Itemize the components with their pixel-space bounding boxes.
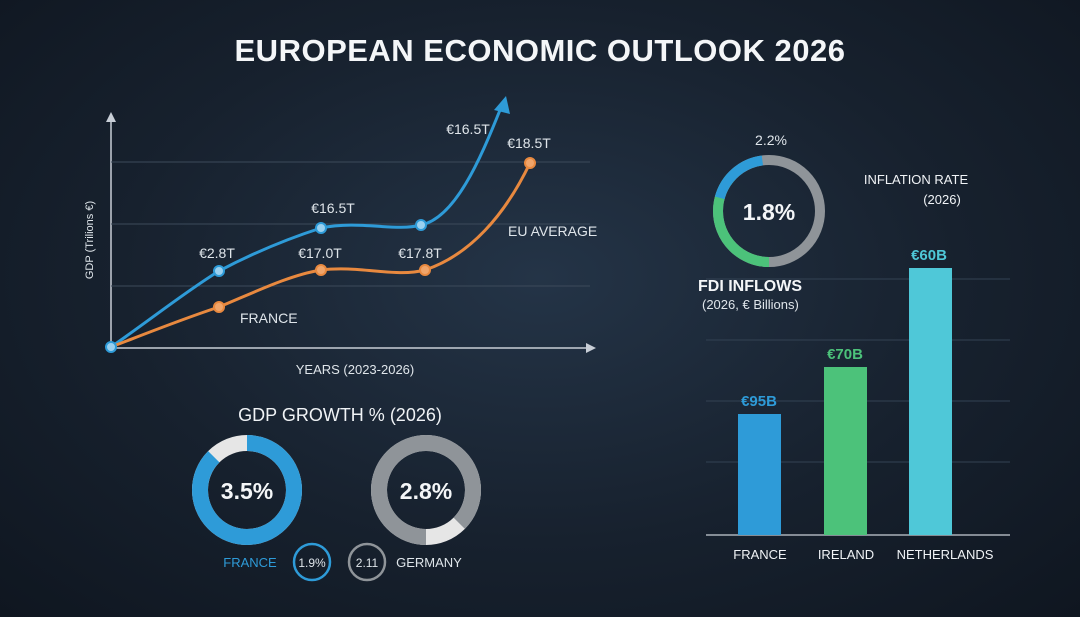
donut-value: 2.8% bbox=[400, 478, 452, 504]
data-label: €16.5T bbox=[446, 121, 490, 137]
small-badge-value: 2.11 bbox=[356, 556, 379, 570]
data-point-eu bbox=[315, 222, 327, 234]
inflation-subtitle: (2026) bbox=[923, 192, 961, 207]
bar-value-label: €95B bbox=[741, 393, 777, 410]
data-point bbox=[105, 341, 117, 353]
bar-ireland bbox=[824, 367, 867, 535]
eu-line-arrowhead bbox=[494, 96, 510, 114]
gdp-growth-title: GDP GROWTH % (2026) bbox=[238, 405, 442, 425]
bar-category-label: IRELAND bbox=[818, 547, 874, 562]
donut-label-germany: GERMANY bbox=[396, 555, 462, 570]
bar-category-label: FRANCE bbox=[733, 547, 787, 562]
inflation-title: INFLATION RATE bbox=[864, 172, 969, 187]
data-label: €2.8T bbox=[199, 245, 235, 261]
data-label: €17.8T bbox=[398, 245, 442, 261]
small-badge-germany bbox=[347, 542, 387, 582]
bar-category-label: NETHERLANDS bbox=[897, 547, 994, 562]
donut-germany: 2.8% bbox=[371, 435, 481, 545]
donut-fill-france bbox=[192, 435, 302, 545]
inflation-arc-blue bbox=[713, 155, 826, 267]
x-axis-label: YEARS (2023-2026) bbox=[296, 362, 415, 377]
data-point-eu bbox=[415, 219, 427, 231]
data-label: €17.0T bbox=[298, 245, 342, 261]
inflation-top-label: 2.2% bbox=[755, 132, 787, 148]
donut-fill-germany bbox=[371, 435, 481, 545]
small-badge-value: 1.9% bbox=[298, 556, 326, 570]
data-label: €16.5T bbox=[311, 200, 355, 216]
y-axis-arrow bbox=[106, 112, 116, 122]
donut-france: 3.5% bbox=[192, 435, 302, 545]
fdi-title: FDI INFLOWS bbox=[698, 278, 802, 295]
inflation-donut: 1.8% bbox=[713, 155, 826, 267]
data-label: €18.5T bbox=[507, 135, 551, 151]
fdi-subtitle: (2026, € Billions) bbox=[702, 297, 799, 312]
inflation-value: 1.8% bbox=[743, 199, 795, 225]
inflation-arc-green bbox=[713, 155, 825, 267]
data-point-france bbox=[315, 264, 327, 276]
bar-value-label: €70B bbox=[827, 346, 863, 363]
series-label-france: FRANCE bbox=[240, 310, 298, 326]
donut-value: 3.5% bbox=[221, 478, 273, 504]
donut-label-france: FRANCE bbox=[223, 555, 277, 570]
data-point-eu bbox=[213, 265, 225, 277]
y-axis-label: GDP (Trilions €) bbox=[84, 201, 96, 279]
bar-france bbox=[738, 414, 781, 535]
small-badge-france bbox=[292, 542, 332, 582]
bar-netherlands bbox=[909, 268, 952, 535]
series-label-eu-average: EU AVERAGE bbox=[508, 223, 597, 239]
series-line-eu-average bbox=[110, 109, 502, 349]
data-point-france bbox=[419, 264, 431, 276]
data-point-france bbox=[524, 157, 536, 169]
bar-value-label: €60B bbox=[911, 247, 947, 264]
page-title: EUROPEAN ECONOMIC OUTLOOK 2026 bbox=[234, 33, 846, 68]
x-axis-arrow bbox=[586, 343, 596, 353]
data-point-france bbox=[213, 301, 225, 313]
